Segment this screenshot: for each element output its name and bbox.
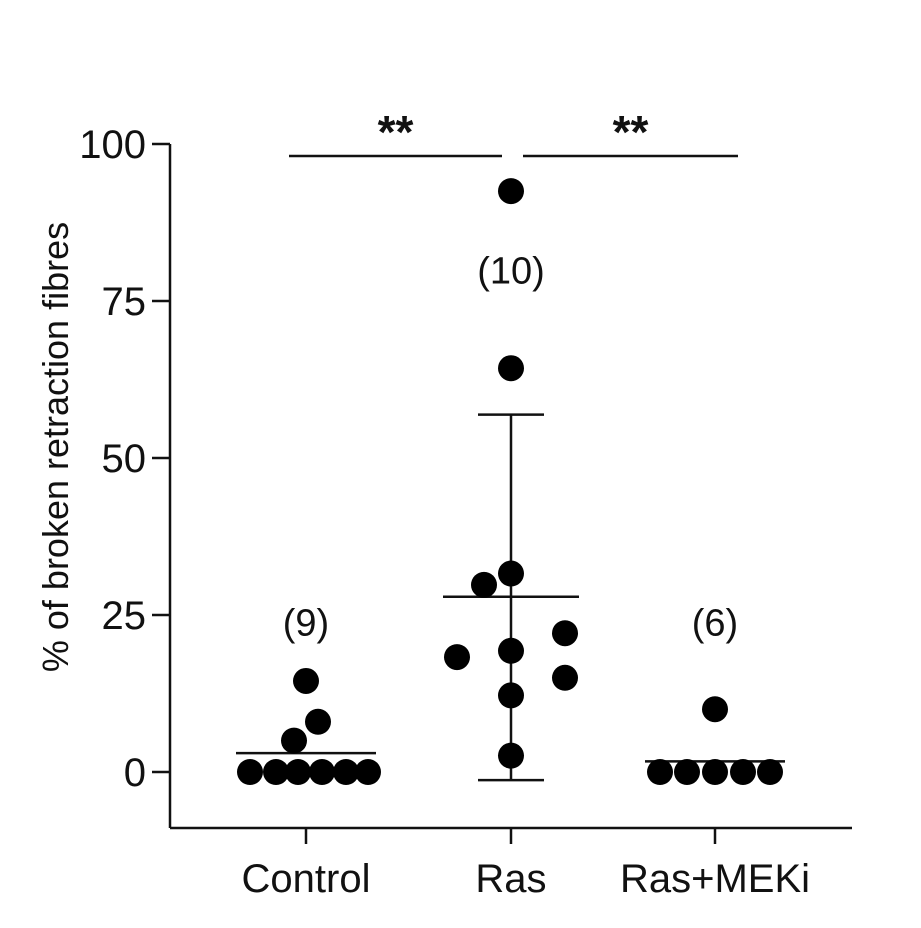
data-point [281, 727, 307, 754]
y-tick-label: 75 [102, 280, 147, 324]
y-axis-title: % of broken retraction fibres [35, 222, 76, 672]
significance-label: ** [613, 106, 649, 158]
data-point [674, 759, 700, 785]
sample-size-label: (9) [283, 602, 329, 644]
data-point [285, 759, 311, 785]
data-point [293, 667, 319, 694]
data-point [333, 759, 359, 785]
data-point [498, 742, 524, 769]
significance-label: ** [378, 106, 414, 158]
data-point [471, 571, 497, 598]
data-point [444, 644, 470, 671]
data-point [730, 759, 756, 785]
x-tick-label: Ras [475, 857, 546, 901]
data-point [237, 759, 263, 785]
sample-size-label: (6) [692, 602, 738, 644]
data-point [498, 178, 524, 205]
sample-size-label: (10) [477, 251, 545, 293]
data-point [647, 759, 673, 785]
data-point [498, 355, 524, 382]
data-point [552, 620, 578, 647]
data-point [552, 664, 578, 691]
data-point [498, 637, 524, 664]
y-tick-label: 0 [124, 751, 146, 795]
data-point [757, 759, 783, 785]
y-tick-label: 100 [79, 123, 146, 167]
x-tick-label: Control [242, 857, 371, 901]
data-point [309, 759, 335, 785]
y-tick-label: 25 [102, 594, 147, 638]
data-point [355, 759, 381, 785]
data-point [498, 560, 524, 587]
data-point [702, 759, 728, 785]
data-point [305, 708, 331, 735]
x-tick-label: Ras+MEKi [620, 857, 810, 901]
y-tick-label: 50 [102, 437, 147, 481]
data-point [263, 759, 289, 785]
data-point [702, 696, 728, 723]
data-point [498, 682, 524, 709]
